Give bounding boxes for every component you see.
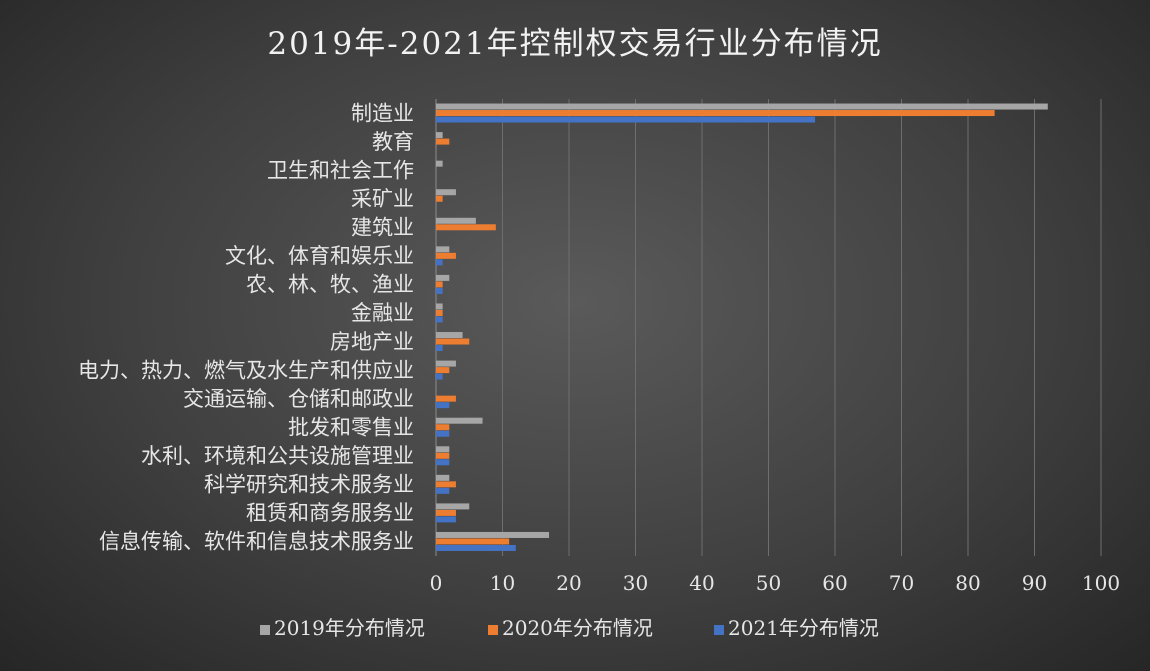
bar (436, 338, 470, 345)
category-label: 农、林、牧、渔业 (246, 273, 414, 297)
bar (436, 246, 450, 253)
x-tick-label: 20 (556, 571, 581, 595)
legend-label: 2021年分布情况 (728, 616, 879, 640)
category-label: 卫生和社会工作 (267, 158, 414, 182)
bar (436, 531, 550, 538)
bar (436, 116, 816, 123)
bar (436, 303, 443, 310)
bar (436, 224, 496, 231)
x-tick-label: 40 (689, 571, 714, 595)
bar (436, 481, 456, 488)
legend-label: 2020年分布情况 (502, 616, 653, 640)
bar (436, 316, 443, 323)
bar (436, 452, 450, 459)
bar (436, 474, 450, 481)
bar (436, 287, 443, 294)
x-tick-label: 50 (756, 571, 781, 595)
x-tick-label: 100 (1082, 571, 1120, 595)
bar (436, 459, 450, 466)
x-tick-label: 60 (822, 571, 847, 595)
bar (436, 274, 450, 281)
bar (436, 544, 516, 551)
bar (436, 345, 443, 352)
bar (436, 132, 443, 139)
bar (436, 424, 450, 431)
legend-label: 2019年分布情况 (274, 616, 425, 640)
bar (436, 252, 456, 259)
bar (436, 395, 456, 402)
category-label: 交通运输、仓储和邮政业 (183, 387, 414, 411)
bar (436, 430, 450, 437)
bar (436, 138, 450, 145)
category-label: 电力、热力、燃气及水生产和供应业 (78, 358, 414, 382)
category-label: 教育 (372, 130, 414, 154)
x-tick-label: 70 (889, 571, 914, 595)
legend-swatch (260, 625, 270, 635)
category-label: 水利、环境和公共设施管理业 (141, 444, 414, 468)
x-tick-label: 30 (623, 571, 648, 595)
chart-title: 2019年-2021年控制权交易行业分布情况 (267, 26, 883, 62)
x-tick-label: 10 (490, 571, 515, 595)
category-label: 文化、体育和娱乐业 (225, 244, 414, 268)
bar (436, 402, 450, 409)
bar (436, 281, 443, 288)
bar (436, 259, 443, 266)
category-label: 金融业 (351, 301, 414, 325)
bar (436, 373, 443, 380)
bar (436, 110, 995, 117)
bar (436, 487, 450, 494)
category-label: 租赁和商务服务业 (246, 501, 414, 525)
bar (436, 360, 456, 367)
bar (436, 503, 470, 510)
bar (436, 309, 443, 316)
bar (436, 332, 463, 339)
x-tick-label: 90 (1022, 571, 1047, 595)
category-label: 采矿业 (351, 187, 414, 211)
bar (436, 417, 483, 424)
bar (436, 189, 456, 196)
category-label: 信息传输、软件和信息技术服务业 (99, 530, 414, 554)
category-label: 制造业 (351, 101, 414, 125)
bar (436, 509, 456, 516)
bar (436, 538, 510, 545)
category-label: 房地产业 (330, 330, 414, 354)
legend-swatch (488, 625, 498, 635)
bar (436, 516, 456, 523)
bar (436, 217, 476, 224)
bar (436, 446, 450, 453)
bar (436, 160, 443, 167)
category-label: 批发和零售业 (288, 415, 414, 439)
category-label: 建筑业 (351, 216, 414, 240)
x-tick-label: 80 (955, 571, 980, 595)
bar (436, 103, 1048, 110)
legend-swatch (714, 625, 724, 635)
bar (436, 195, 443, 202)
category-label: 科学研究和技术服务业 (204, 473, 414, 497)
x-tick-label: 0 (430, 571, 443, 595)
bar (436, 367, 450, 374)
